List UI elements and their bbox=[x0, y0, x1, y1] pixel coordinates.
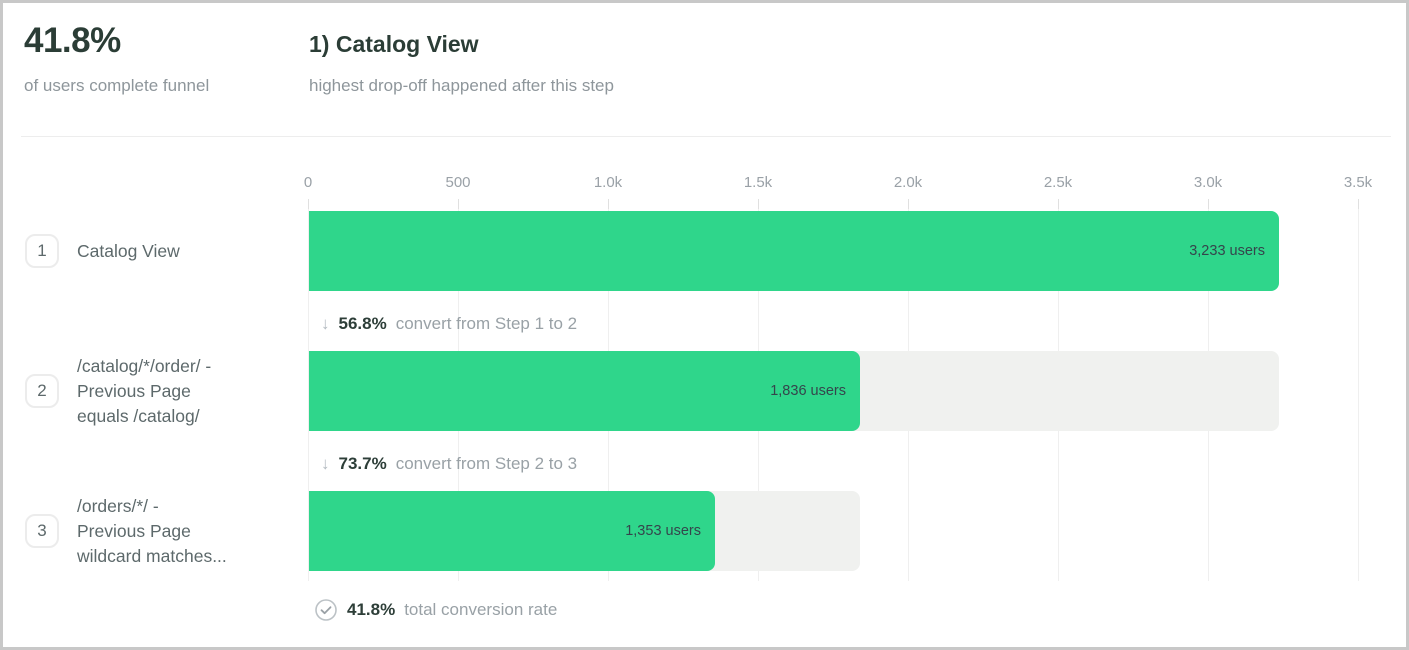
axis-tick bbox=[308, 199, 309, 209]
conversion-2-3-percent: 73.7% bbox=[338, 454, 387, 473]
step-1-label: Catalog View bbox=[77, 241, 180, 261]
axis-tick bbox=[1058, 199, 1059, 209]
gridline bbox=[1358, 199, 1359, 581]
conversion-1-2-percent: 56.8% bbox=[338, 314, 387, 333]
step-3-badge: 3 bbox=[25, 514, 59, 548]
axis-tick-label: 3.5k bbox=[1343, 174, 1373, 191]
axis-tick bbox=[458, 199, 459, 209]
step-3-label: /orders/*/ - Previous Page wildcard matc… bbox=[77, 496, 227, 566]
axis-tick-label: 2.0k bbox=[893, 174, 923, 191]
header-divider bbox=[21, 136, 1391, 137]
conversion-1-2-text: convert from Step 1 to 2 bbox=[395, 314, 578, 333]
axis-tick-label: 0 bbox=[303, 174, 313, 191]
axis-tick bbox=[608, 199, 609, 209]
completion-rate-value: 41.8% bbox=[24, 21, 121, 60]
arrow-down-icon: ↓ bbox=[321, 314, 330, 333]
axis-tick-label: 1.5k bbox=[743, 174, 773, 191]
gridline bbox=[308, 199, 309, 581]
total-conversion: 41.8% total conversion rate bbox=[314, 598, 557, 622]
arrow-down-icon: ↓ bbox=[321, 454, 330, 473]
step-2-users: 1,836 users bbox=[770, 383, 846, 399]
axis-tick-label: 500 bbox=[445, 174, 471, 191]
step-3-bar[interactable]: 1,353 users bbox=[309, 491, 715, 571]
step-2-label: /catalog/*/order/ - Previous Page equals… bbox=[77, 356, 212, 426]
conversion-2-3-text: convert from Step 2 to 3 bbox=[395, 454, 578, 473]
axis-tick bbox=[1358, 199, 1359, 209]
step-1-users: 3,233 users bbox=[1189, 243, 1265, 259]
conversion-1-2: ↓ 56.8% convert from Step 1 to 2 bbox=[321, 312, 577, 335]
step-2-badge: 2 bbox=[25, 374, 59, 408]
dropoff-step-caption: highest drop-off happened after this ste… bbox=[309, 76, 614, 95]
step-1-badge: 1 bbox=[25, 234, 59, 268]
axis-tick bbox=[1208, 199, 1209, 209]
step-2-bar[interactable]: 1,836 users bbox=[309, 351, 860, 431]
total-conversion-text: total conversion rate bbox=[404, 600, 558, 619]
axis-tick-label: 3.0k bbox=[1193, 174, 1223, 191]
step-1-bar[interactable]: 3,233 users bbox=[309, 211, 1279, 291]
conversion-2-3: ↓ 73.7% convert from Step 2 to 3 bbox=[321, 452, 577, 475]
axis-tick bbox=[758, 199, 759, 209]
dropoff-step-title: 1) Catalog View bbox=[309, 31, 479, 57]
total-conversion-percent: 41.8% bbox=[347, 600, 396, 619]
axis-tick bbox=[908, 199, 909, 209]
axis-tick-label: 1.0k bbox=[593, 174, 623, 191]
axis-tick-label: 2.5k bbox=[1043, 174, 1073, 191]
check-circle-icon bbox=[315, 599, 337, 621]
step-3-users: 1,353 users bbox=[625, 523, 701, 539]
completion-rate-caption: of users complete funnel bbox=[24, 76, 210, 95]
